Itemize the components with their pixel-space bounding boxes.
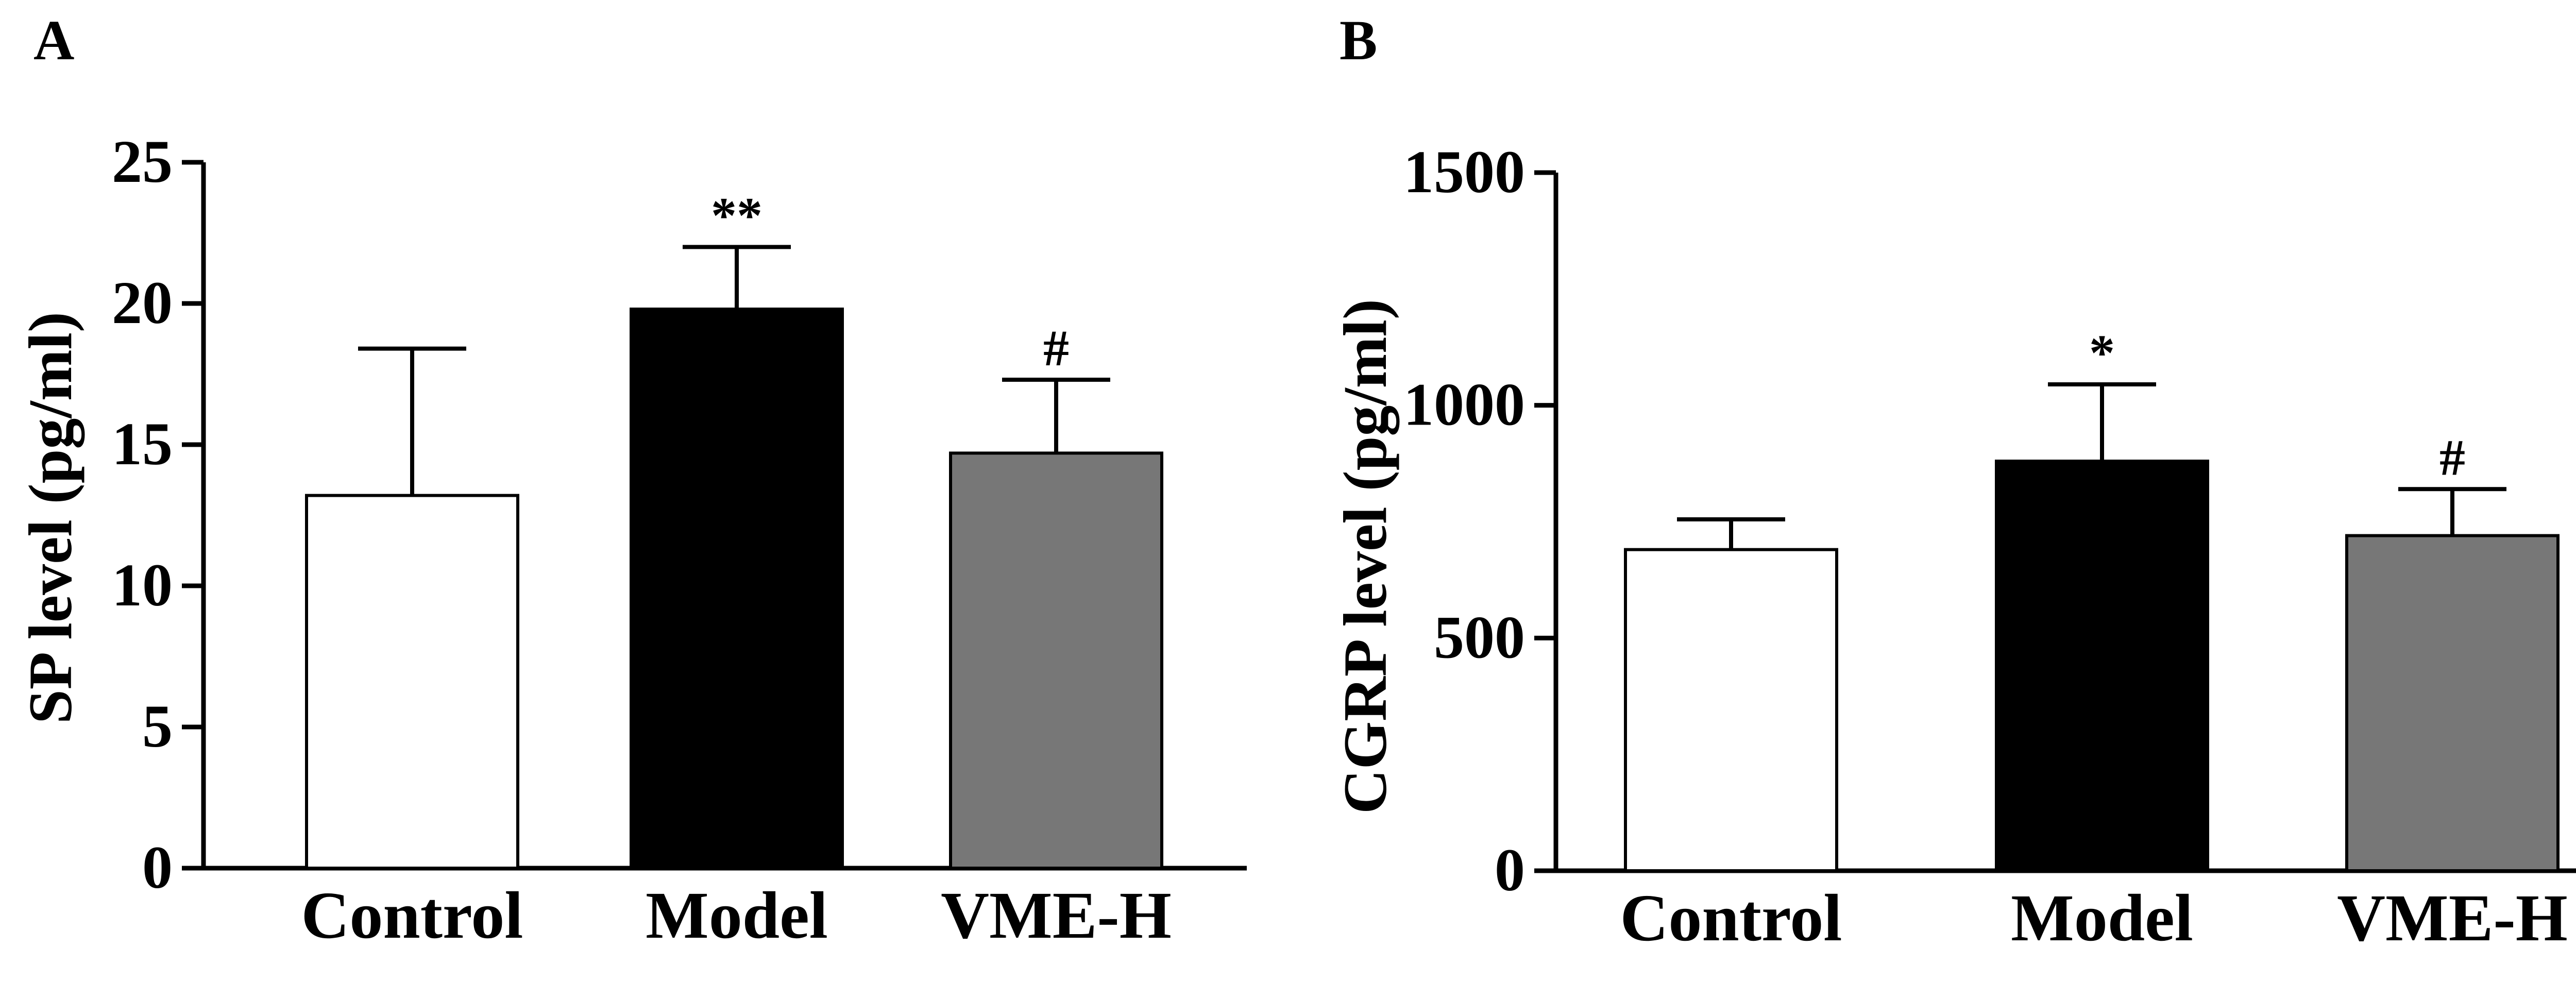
y-tick-label-a-0: 0 xyxy=(142,834,173,901)
significance-label-b-2: # xyxy=(2439,429,2465,486)
y-tick-label-a-4: 20 xyxy=(112,269,173,336)
y-tick-label-a-2: 10 xyxy=(112,551,173,619)
y-tick-label-a-5: 25 xyxy=(112,128,173,195)
y-tick-label-b-3: 1500 xyxy=(1403,138,1525,206)
y-tick-label-b-2: 1000 xyxy=(1403,371,1525,438)
panel-a: A SP level (pg/ml) 0 5 10 15 20 25 Control ** Mo… xyxy=(16,9,1247,953)
y-tick-label-b-1: 500 xyxy=(1434,603,1525,671)
x-tick-label-a-2: VME-H xyxy=(941,878,1172,953)
x-tick-label-a-0: Control xyxy=(301,878,523,953)
panel-label-b: B xyxy=(1340,9,1377,72)
bar-b-control xyxy=(1624,548,1838,872)
significance-label-a-2: # xyxy=(1043,319,1069,377)
bar-b-vme-h xyxy=(2345,534,2560,872)
bar-a-model xyxy=(630,307,844,870)
y-tick-label-a-1: 5 xyxy=(142,692,173,760)
y-tick-label-b-0: 0 xyxy=(1495,836,1525,904)
x-tick-label-b-1: Model xyxy=(2011,881,2193,955)
panel-b: B CGRP level (pg/ml) 0 500 1000 1500 Control… xyxy=(1331,9,2576,955)
y-axis-label-a: SP level (pg/ml) xyxy=(16,312,85,724)
significance-label-b-1: * xyxy=(2089,324,2115,381)
bar-a-vme-h xyxy=(949,451,1163,870)
x-tick-label-b-0: Control xyxy=(1620,881,1842,955)
y-axis-label-b: CGRP level (pg/ml) xyxy=(1331,299,1400,814)
bar-b-model xyxy=(1995,460,2209,872)
panel-label-a: A xyxy=(33,9,74,72)
x-tick-label-a-1: Model xyxy=(646,878,828,953)
bar-a-control xyxy=(305,494,519,870)
y-tick-label-a-3: 15 xyxy=(112,410,173,478)
x-tick-label-b-2: VME-H xyxy=(2337,881,2568,955)
significance-label-a-1: ** xyxy=(711,187,762,244)
